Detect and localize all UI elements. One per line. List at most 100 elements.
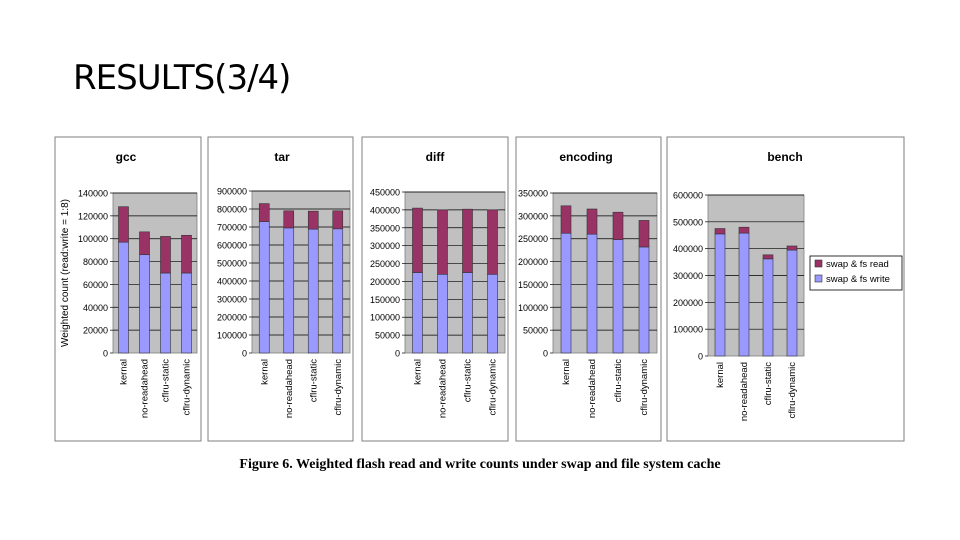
x-category-label: cflru-static bbox=[763, 362, 774, 406]
y-tick-label: 0 bbox=[543, 349, 548, 359]
bar-kernal-write bbox=[118, 241, 129, 354]
y-tick-label: 400000 bbox=[370, 205, 400, 215]
legend-label: swap & fs read bbox=[826, 259, 889, 270]
legend-swatch bbox=[814, 274, 823, 283]
y-tick-label: 300000 bbox=[673, 271, 703, 281]
bar-cflru-dynamic-write bbox=[487, 273, 498, 354]
x-category-label: no-readahead bbox=[284, 359, 295, 418]
x-category-label: cflru-static bbox=[463, 359, 474, 403]
y-tick-label: 250000 bbox=[518, 234, 548, 244]
x-category-label: cflru-dynamic bbox=[333, 359, 344, 416]
chart-title: bench bbox=[767, 150, 802, 164]
chart-panel-gcc: gcc 0 20000 40000 60000 80000 100000 120000 1400… bbox=[54, 136, 202, 442]
chart-legend: swap & fs read swap & fs write bbox=[809, 255, 903, 291]
y-tick-label: 300000 bbox=[370, 241, 400, 251]
y-tick-label: 100000 bbox=[673, 325, 703, 335]
x-category-label: kernal bbox=[259, 359, 270, 385]
bar-no-readahead-read bbox=[437, 209, 448, 275]
chart-panel-encoding: encoding 0 50000 100000 150000 200000 250000 30… bbox=[515, 136, 662, 442]
y-tick-label: 450000 bbox=[370, 188, 400, 198]
legend-box bbox=[809, 255, 903, 291]
y-tick-label: 0 bbox=[103, 349, 108, 359]
y-tick-label: 700000 bbox=[217, 223, 247, 233]
bar-kernal-write bbox=[714, 233, 726, 357]
y-tick-label: 0 bbox=[395, 349, 400, 359]
bar-cflru-static-write bbox=[762, 258, 774, 357]
y-tick-label: 200000 bbox=[217, 313, 247, 323]
y-tick-label: 100000 bbox=[217, 331, 247, 341]
bar-kernal-read bbox=[714, 228, 726, 235]
bar-cflru-dynamic-read bbox=[638, 220, 650, 248]
y-tick-label: 140000 bbox=[78, 189, 108, 199]
y-tick-label: 0 bbox=[242, 349, 247, 359]
chart-title: diff bbox=[426, 150, 446, 164]
x-category-label: kernal bbox=[715, 362, 726, 388]
y-tick-label: 0 bbox=[698, 352, 703, 362]
x-category-label: cflru-dynamic bbox=[787, 362, 798, 419]
y-tick-label: 60000 bbox=[83, 280, 108, 290]
bar-no-readahead-write bbox=[139, 254, 150, 354]
y-tick-label: 150000 bbox=[370, 295, 400, 305]
chart-title: tar bbox=[274, 150, 290, 164]
x-category-label: cflru-dynamic bbox=[182, 359, 193, 416]
x-category-label: cflru-dynamic bbox=[639, 359, 650, 416]
x-category-label: no-readahead bbox=[739, 362, 750, 421]
bar-kernal-write bbox=[258, 221, 270, 354]
bar-kernal-read bbox=[560, 205, 572, 234]
bar-kernal-read bbox=[258, 203, 270, 222]
bar-kernal-write bbox=[412, 272, 423, 354]
bar-no-readahead-write bbox=[283, 227, 295, 354]
y-tick-label: 200000 bbox=[518, 257, 548, 267]
bar-cflru-dynamic-read bbox=[487, 209, 498, 275]
y-tick-label: 200000 bbox=[370, 277, 400, 287]
x-category-label: kernal bbox=[413, 359, 424, 385]
bar-cflru-dynamic-read bbox=[786, 245, 798, 251]
x-category-label: cflru-static bbox=[308, 359, 319, 403]
x-category-label: no-readahead bbox=[438, 359, 449, 418]
x-category-label: no-readahead bbox=[587, 359, 598, 418]
chart-panel-tar: tar 0 100000 200000 300000 400000 500000 600000… bbox=[207, 136, 354, 442]
y-tick-label: 800000 bbox=[217, 205, 247, 215]
bar-no-readahead-read bbox=[738, 226, 750, 234]
bar-cflru-dynamic-write bbox=[332, 228, 344, 354]
y-tick-label: 500000 bbox=[673, 217, 703, 227]
chart-title: gcc bbox=[116, 150, 137, 164]
y-tick-label: 300000 bbox=[518, 211, 548, 221]
y-tick-label: 40000 bbox=[83, 303, 108, 313]
x-category-label: no-readahead bbox=[140, 359, 151, 418]
bar-cflru-static-read bbox=[762, 254, 774, 260]
y-tick-label: 250000 bbox=[370, 259, 400, 269]
bar-cflru-static-read bbox=[160, 236, 171, 274]
legend-label: swap & fs write bbox=[826, 274, 890, 285]
y-tick-label: 400000 bbox=[673, 244, 703, 254]
bar-cflru-dynamic-read bbox=[181, 234, 192, 274]
chart-title: encoding bbox=[559, 150, 612, 164]
y-tick-label: 350000 bbox=[370, 223, 400, 233]
bar-cflru-static-write bbox=[307, 228, 319, 354]
bar-kernal-read bbox=[118, 206, 129, 243]
y-tick-label: 100000 bbox=[518, 303, 548, 313]
bar-kernal-write bbox=[560, 232, 572, 354]
y-tick-label: 80000 bbox=[83, 257, 108, 267]
y-tick-label: 300000 bbox=[217, 295, 247, 305]
y-tick-label: 50000 bbox=[523, 326, 548, 336]
y-tick-label: 600000 bbox=[217, 241, 247, 251]
bar-cflru-dynamic-write bbox=[786, 249, 798, 357]
bar-cflru-dynamic-write bbox=[638, 246, 650, 354]
bar-cflru-static-write bbox=[160, 272, 171, 354]
bar-no-readahead-read bbox=[586, 208, 598, 235]
y-tick-label: 150000 bbox=[518, 280, 548, 290]
y-tick-label: 600000 bbox=[673, 191, 703, 201]
y-tick-label: 20000 bbox=[83, 326, 108, 336]
legend-swatch bbox=[814, 259, 823, 268]
y-tick-label: 120000 bbox=[78, 211, 108, 221]
y-tick-label: 500000 bbox=[217, 259, 247, 269]
y-tick-label: 400000 bbox=[217, 277, 247, 287]
bar-kernal-read bbox=[412, 207, 423, 273]
y-tick-label: 200000 bbox=[673, 298, 703, 308]
bar-cflru-dynamic-read bbox=[332, 210, 344, 230]
chart-panel-diff: diff 0 50000 100000 150000 200000 250000 300000… bbox=[361, 136, 509, 442]
y-tick-label: 900000 bbox=[217, 187, 247, 197]
bar-cflru-static-write bbox=[612, 239, 624, 354]
x-category-label: cflru-static bbox=[161, 359, 172, 403]
